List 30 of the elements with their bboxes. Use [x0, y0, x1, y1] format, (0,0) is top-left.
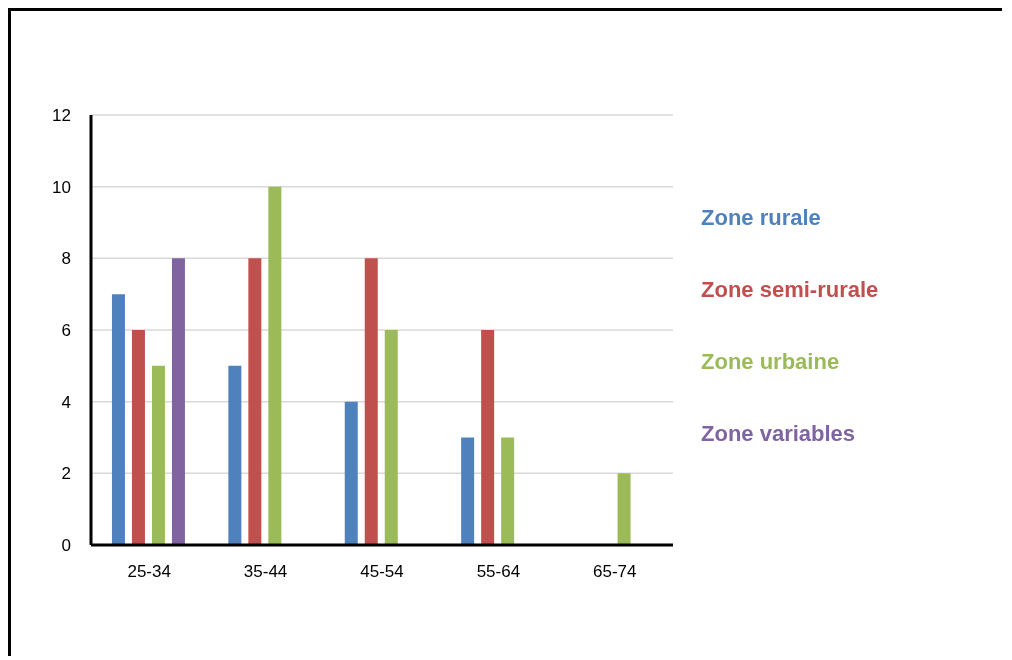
bar	[344, 401, 358, 545]
bar	[111, 294, 125, 545]
y-tick-label: 10	[52, 177, 71, 197]
bar	[151, 365, 165, 545]
text: Zone rurale	[701, 204, 822, 232]
y-tick-label: 0	[61, 536, 71, 556]
bar	[268, 186, 282, 545]
x-tick-label: 65-74	[593, 562, 637, 582]
y-tick-label: 12	[52, 106, 71, 126]
bar	[228, 365, 242, 545]
x-tick-label: 45-54	[360, 562, 404, 582]
y-tick-label: 2	[61, 464, 71, 484]
y-tick-label: 8	[61, 249, 71, 269]
x-tick-label: 55-64	[476, 562, 521, 582]
x-tick-label: 35-44	[243, 562, 288, 582]
x-tick-label: 25-34	[127, 562, 171, 582]
text: Zone semi-rurale	[701, 276, 879, 304]
bar	[481, 330, 495, 545]
bar	[171, 258, 185, 545]
bar	[501, 437, 515, 545]
text: Zone urbaine	[701, 348, 841, 376]
bar	[131, 330, 145, 545]
y-tick-label: 4	[61, 392, 71, 412]
text: Zone variables	[701, 420, 857, 448]
bar	[384, 330, 398, 545]
bar	[617, 473, 631, 545]
bar	[364, 258, 378, 545]
bar	[248, 258, 262, 545]
y-tick-label: 6	[61, 321, 71, 341]
bar	[461, 437, 475, 545]
